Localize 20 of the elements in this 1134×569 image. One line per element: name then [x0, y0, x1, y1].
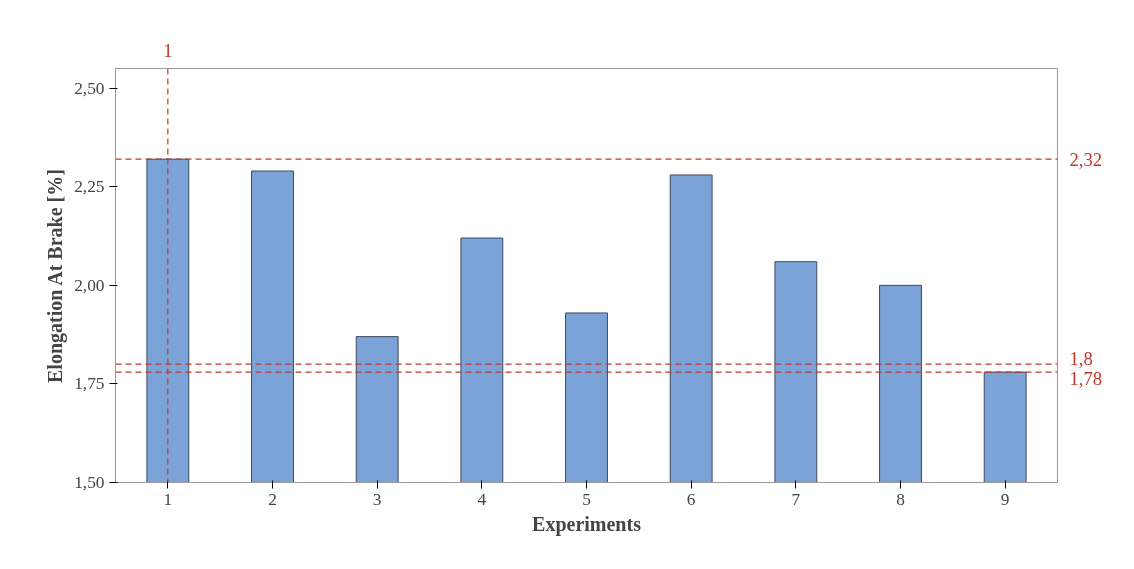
x-tick-label: 7	[791, 489, 801, 509]
x-tick-label: 5	[582, 489, 591, 509]
x-tick-label: 1	[163, 489, 173, 509]
y-axis-title: Elongation At Brake [%]	[44, 169, 68, 383]
x-tick-label: 3	[372, 489, 382, 509]
y-tick-label: 2,50	[74, 78, 105, 98]
y-tick-label: 1,50	[74, 473, 105, 492]
ref-line-label: 2,32	[1069, 148, 1103, 170]
ref-line-label: 1	[163, 39, 173, 61]
y-tick-label: 2,00	[74, 275, 105, 295]
y-tick-label: 1,75	[74, 374, 105, 394]
x-axis-title: Experiments	[532, 512, 642, 536]
ref-line-label: 1,8	[1069, 347, 1093, 369]
ref-line-label: 1,78	[1069, 367, 1103, 389]
x-tick-label: 6	[686, 489, 696, 509]
x-tick-label: 9	[1000, 489, 1010, 509]
x-tick-label: 4	[477, 489, 487, 509]
x-tick-label: 2	[268, 489, 277, 509]
x-tick-label: 8	[896, 489, 905, 509]
y-tick-label: 2,25	[74, 177, 105, 197]
